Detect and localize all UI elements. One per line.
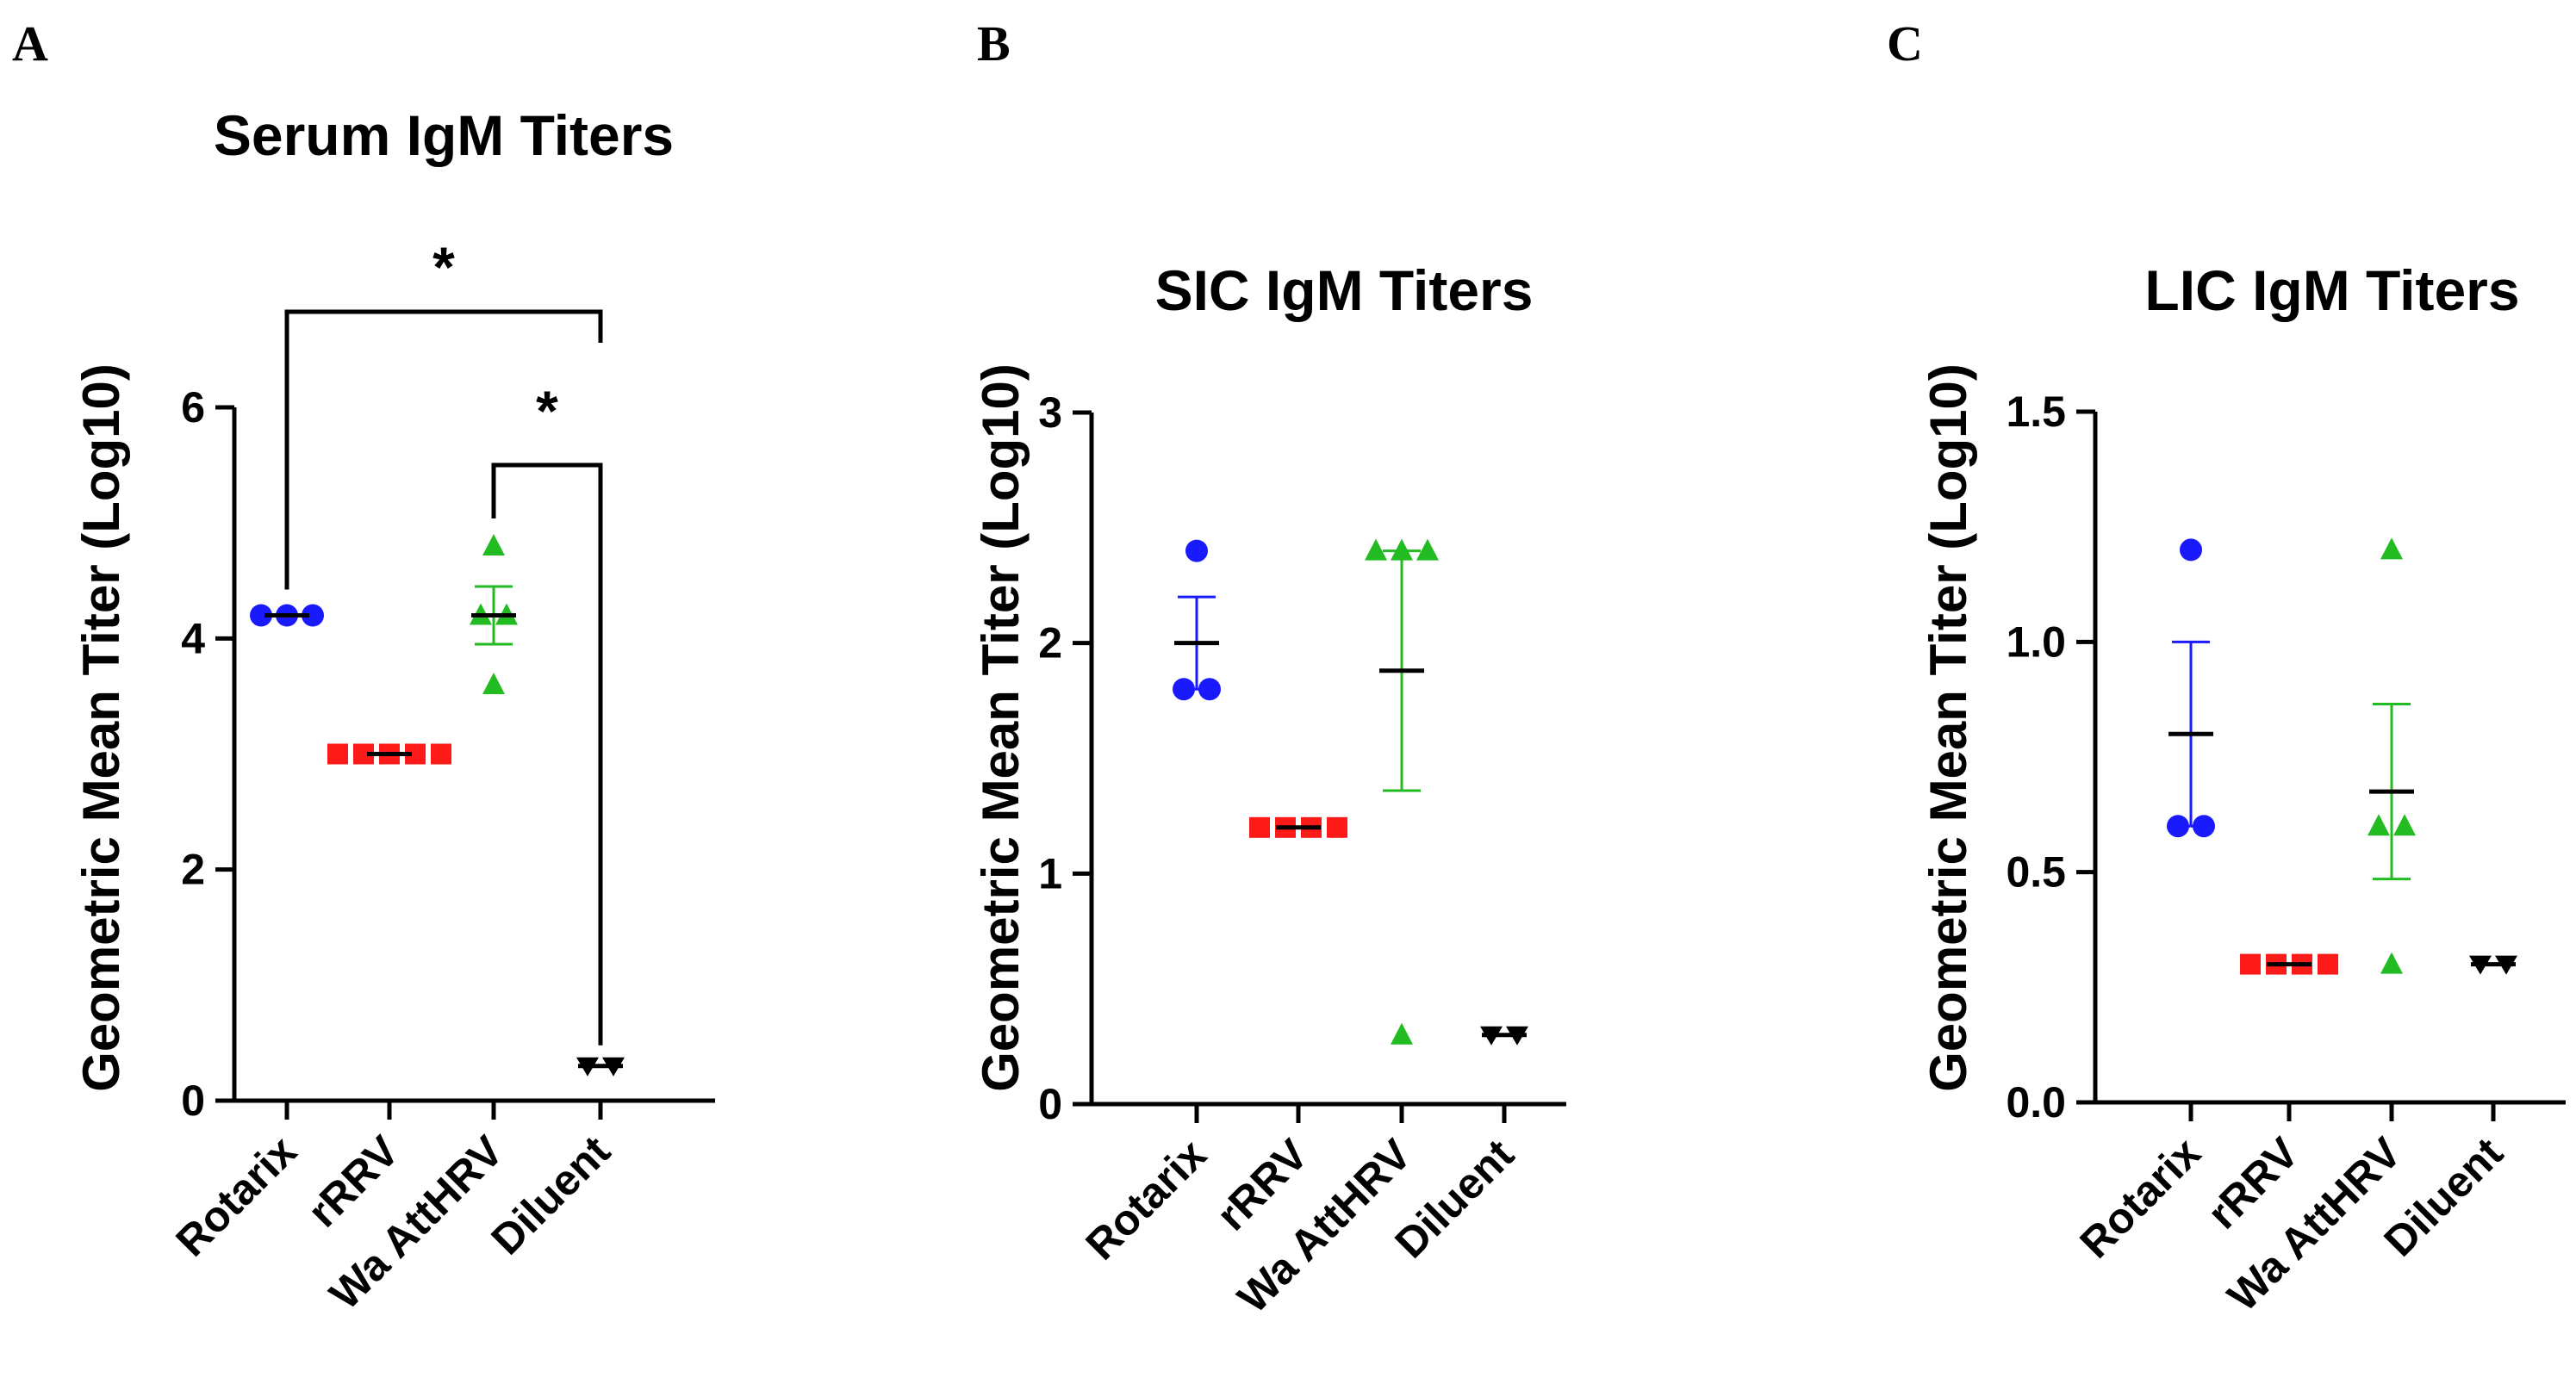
y-tick-label: 0: [181, 1077, 205, 1125]
x-tick-label: Rotarix: [1076, 1130, 1216, 1269]
data-point: [2380, 952, 2403, 974]
data-point: [2368, 814, 2390, 836]
data-point: [1416, 538, 1439, 561]
data-point: [2393, 814, 2416, 836]
data-point: [2240, 953, 2261, 975]
data-point: [482, 534, 505, 555]
panel-c: C LIC IgM Titers Geometric Mean Titer (L…: [1887, 16, 2566, 1320]
y-tick-label: 0.0: [2006, 1078, 2066, 1126]
y-tick-label: 1: [1038, 849, 1062, 897]
panel-a: A Serum IgM Titers Geometric Mean Titer …: [12, 16, 715, 1319]
data-point: [327, 743, 348, 765]
panel-letter: B: [977, 16, 1011, 71]
data-point: [1185, 539, 1208, 562]
y-tick-label: 6: [181, 383, 205, 431]
significance-bracket: [284, 309, 603, 590]
y-tick-label: 4: [181, 614, 205, 662]
y-tick-label: 1.5: [2006, 388, 2066, 436]
chart-title: Serum IgM Titers: [214, 103, 674, 167]
data-point: [1198, 678, 1221, 701]
data-point: [2380, 537, 2403, 560]
panel-b: B SIC IgM Titers Geometric Mean Titer (L…: [972, 16, 1566, 1322]
y-tick-label: 3: [1038, 388, 1062, 437]
data-point: [2180, 538, 2202, 562]
data-point: [1327, 816, 1347, 838]
data-point: [1391, 1022, 1413, 1045]
data-point: [482, 673, 505, 694]
data-point: [1249, 816, 1270, 838]
x-tick-label: Rotarix: [2070, 1128, 2210, 1268]
data-point: [1173, 678, 1195, 701]
y-tick-label: 0.5: [2006, 848, 2066, 897]
x-tick-label: Diluent: [482, 1126, 619, 1264]
y-tick-label: 2: [181, 846, 205, 894]
data-point: [1365, 538, 1387, 561]
significance-label: *: [536, 379, 558, 443]
panel-letter: A: [12, 16, 48, 71]
x-tick-label: Rotarix: [166, 1126, 306, 1266]
data-point: [431, 743, 451, 765]
data-point: [2318, 953, 2338, 975]
chart-title: SIC IgM Titers: [1155, 258, 1534, 322]
panel-letter: C: [1887, 16, 1923, 71]
y-tick-label: 1.0: [2006, 618, 2066, 666]
significance-label: *: [432, 235, 455, 299]
y-axis-label: Geometric Mean Titer (Log10): [972, 363, 1030, 1092]
y-tick-label: 2: [1038, 619, 1062, 667]
y-tick-label: 0: [1038, 1080, 1062, 1128]
data-point: [2167, 815, 2189, 838]
data-point: [250, 604, 272, 627]
y-axis-label: Geometric Mean Titer (Log10): [1920, 363, 1977, 1092]
data-point: [2193, 815, 2215, 838]
data-point: [302, 604, 324, 627]
chart-title: LIC IgM Titers: [2144, 258, 2519, 322]
y-axis-label: Geometric Mean Titer (Log10): [72, 363, 130, 1092]
data-point: [1391, 538, 1413, 561]
significance-bracket: [491, 462, 603, 1046]
